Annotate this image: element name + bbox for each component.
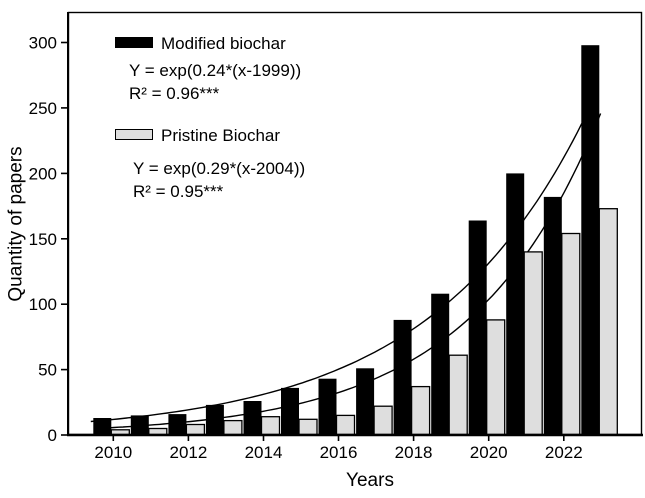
fit-r2-pristine: R² = 0.95***	[133, 182, 224, 201]
bar-pristine-2021	[523, 251, 543, 436]
bar-modified-2014	[243, 401, 262, 435]
bar-modified-2018	[393, 319, 412, 435]
bar-modified-2021	[506, 173, 525, 435]
bar-modified-2015	[281, 387, 299, 435]
bar-pristine-2013	[223, 419, 243, 436]
fit-r2-modified: R² = 0.96***	[129, 84, 220, 103]
bar-pristine-2023	[598, 208, 618, 436]
bar-pristine-2019	[448, 354, 468, 436]
bar-pristine-2022	[561, 232, 581, 436]
legend-swatch-modified	[115, 37, 153, 48]
bar-modified-2010	[93, 418, 112, 435]
bar-modified-2019	[431, 293, 450, 435]
y-axis-title: Quantity of papers	[5, 146, 27, 302]
fit-equation-pristine: Y = exp(0.29*(x-2004))	[133, 159, 306, 178]
y-tick-label-150: 150	[29, 230, 57, 249]
y-tick-label-250: 250	[29, 99, 57, 118]
x-axis-title: Years	[346, 470, 394, 491]
bar-pristine-2014	[260, 416, 281, 436]
fit-curve-modified	[90, 123, 583, 423]
x-tick-label-2022: 2022	[545, 443, 583, 462]
x-tick-label-2020: 2020	[470, 443, 508, 462]
bar-pristine-2012	[185, 423, 206, 436]
bar-modified-2012	[168, 414, 187, 435]
x-tick-label-2016: 2016	[320, 443, 358, 462]
y-tick-label-100: 100	[29, 295, 57, 314]
bar-modified-2013	[205, 404, 224, 435]
y-tick-label-300: 300	[29, 34, 57, 53]
x-tick-label-2010: 2010	[94, 443, 132, 462]
bar-pristine-2015	[298, 418, 318, 436]
x-tick-label-2018: 2018	[395, 443, 433, 462]
bar-pristine-2018	[410, 385, 431, 436]
bar-modified-2022	[543, 196, 562, 435]
bar-modified-2016	[318, 378, 337, 435]
legend-label-pristine: Pristine Biochar	[161, 126, 281, 145]
bar-modified-2020	[468, 220, 487, 435]
x-tick-label-2012: 2012	[169, 443, 207, 462]
y-tick-label-0: 0	[48, 426, 57, 445]
bar-modified-2017	[356, 368, 375, 435]
bar-pristine-2020	[486, 319, 506, 436]
bar-modified-2011	[130, 415, 149, 435]
bar-modified-2023	[581, 45, 600, 435]
legend-label-modified: Modified biochar	[161, 34, 286, 53]
y-tick-label-200: 200	[29, 164, 57, 183]
legend-swatch-pristine	[115, 129, 153, 140]
bar-pristine-2017	[373, 405, 393, 436]
fit-equation-modified: Y = exp(0.24*(x-1999))	[129, 61, 302, 80]
y-tick-label-50: 50	[38, 361, 57, 380]
x-tick-label-2014: 2014	[245, 443, 283, 462]
bar-pristine-2016	[335, 414, 356, 436]
